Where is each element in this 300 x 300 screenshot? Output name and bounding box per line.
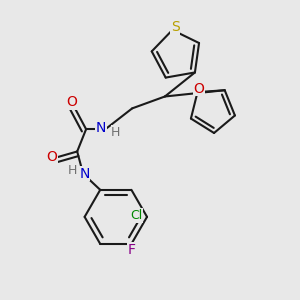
Text: S: S [171, 20, 180, 34]
Text: N: N [80, 167, 90, 181]
Text: F: F [128, 243, 135, 257]
Text: Cl: Cl [130, 209, 143, 222]
Text: N: N [96, 121, 106, 135]
Text: O: O [66, 95, 77, 110]
Text: O: O [194, 82, 204, 95]
Text: O: O [46, 150, 57, 164]
Text: H: H [111, 126, 121, 139]
Text: H: H [68, 164, 77, 177]
